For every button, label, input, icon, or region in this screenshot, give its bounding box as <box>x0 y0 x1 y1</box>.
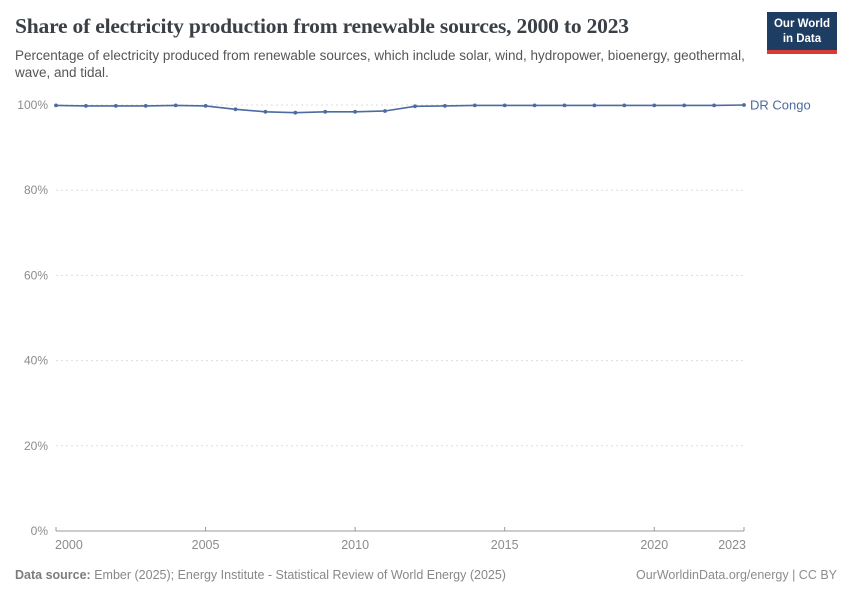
chart-area[interactable]: 0% 20% 40% 60% 80% 100% 2000 2005 2010 2015 2020 20… <box>0 88 850 568</box>
owid-logo-line1: Our World <box>773 18 830 30</box>
x-axis-tick-label: 2015 <box>491 538 519 552</box>
data-point[interactable] <box>383 109 387 113</box>
x-axis-tick-label: 2000 <box>55 538 83 552</box>
chart-title: Share of electricity production from ren… <box>15 14 629 38</box>
series-entity-label[interactable]: DR Congo <box>750 98 811 113</box>
data-point[interactable] <box>353 109 357 114</box>
data-point[interactable] <box>712 103 716 108</box>
data-point[interactable] <box>143 104 148 108</box>
data-point[interactable] <box>173 103 178 108</box>
y-axis-tick-label: 100% <box>17 98 48 112</box>
data-point[interactable] <box>652 103 657 108</box>
license-credit[interactable]: OurWorldinData.org/energy | CC BY <box>635 568 837 582</box>
data-point[interactable] <box>413 104 417 109</box>
data-point[interactable] <box>443 104 447 108</box>
data-source-label: Data source: <box>15 568 91 582</box>
y-axis-tick-label: 0% <box>31 524 49 538</box>
data-point[interactable] <box>532 103 537 108</box>
y-axis-tick-label: 20% <box>24 439 48 453</box>
y-axis-tick-label: 60% <box>24 268 48 282</box>
data-point[interactable] <box>113 104 118 108</box>
y-axis-tick-label: 80% <box>24 183 48 197</box>
data-point[interactable] <box>233 107 238 112</box>
chart-header: Share of electricity production from ren… <box>15 14 755 81</box>
chart-footer: Data source: Ember (2025); Energy Instit… <box>15 568 837 582</box>
data-point[interactable] <box>323 109 328 114</box>
x-axis-tick-label: 2020 <box>640 538 668 552</box>
data-point[interactable] <box>682 103 687 108</box>
data-source-text: Ember (2025); Energy Institute - Statist… <box>90 568 506 582</box>
data-point[interactable] <box>622 103 627 108</box>
y-axis-tick-label: 40% <box>24 354 48 368</box>
data-point[interactable] <box>562 103 567 108</box>
data-point[interactable] <box>203 104 208 108</box>
owid-logo-line2: in Data <box>782 32 822 45</box>
data-point[interactable] <box>263 109 268 114</box>
data-point[interactable] <box>592 103 597 108</box>
x-axis-tick-label: 2010 <box>341 538 369 552</box>
x-axis-tick-label: 2023 <box>718 538 746 552</box>
data-point[interactable] <box>54 103 58 108</box>
chart-subtitle: Percentage of electricity produced from … <box>15 47 745 80</box>
data-source-note: Data source: Ember (2025); Energy Instit… <box>15 568 506 582</box>
x-axis-tick-label: 2005 <box>192 538 220 552</box>
data-point[interactable] <box>502 103 507 108</box>
owid-logo[interactable]: Our World in Data <box>766 12 837 54</box>
data-point[interactable] <box>472 103 477 108</box>
data-point[interactable] <box>293 110 298 115</box>
data-line[interactable] <box>55 104 745 114</box>
line-chart-canvas[interactable]: 0% 20% 40% 60% 80% 100% 2000 2005 2010 2015 2020 20… <box>0 88 850 568</box>
data-point[interactable] <box>84 104 88 108</box>
data-point[interactable] <box>742 103 746 107</box>
